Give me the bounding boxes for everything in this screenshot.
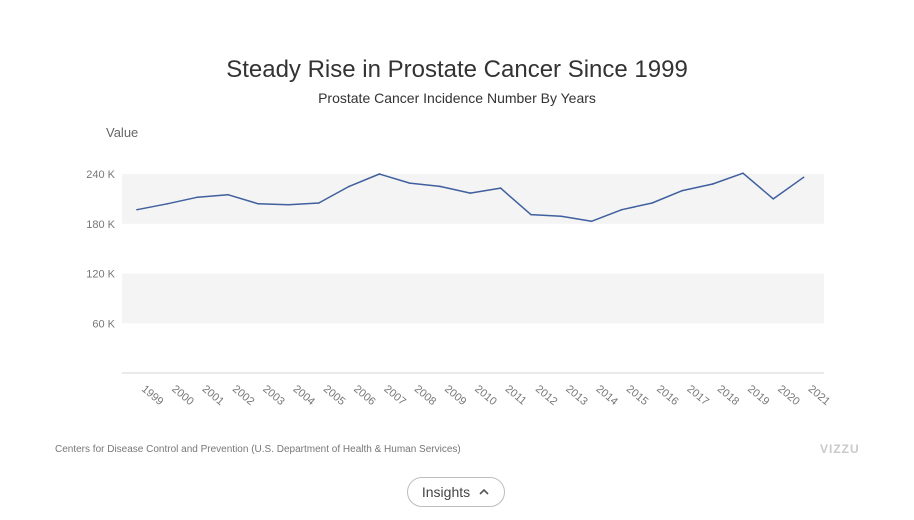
- y-tick-label: 240 K: [86, 169, 115, 181]
- x-tick-label: 2012: [533, 383, 559, 408]
- data-point: [318, 202, 320, 204]
- chevron-up-icon: [479, 488, 489, 495]
- data-point: [772, 198, 775, 200]
- vizzu-logo: VIZZU: [820, 442, 860, 456]
- x-tick-label: 2005: [321, 383, 347, 408]
- x-tick-label: 2009: [442, 383, 468, 408]
- x-tick-label: 2014: [594, 383, 620, 408]
- data-point: [469, 192, 472, 194]
- x-tick-label: 2000: [169, 383, 195, 408]
- grid-band: [122, 174, 824, 224]
- data-point: [136, 208, 138, 211]
- x-tick-label: 2017: [684, 383, 710, 408]
- x-tick-label: 2020: [775, 383, 801, 408]
- data-point: [499, 187, 502, 189]
- x-tick-label: 1999: [139, 383, 165, 408]
- x-tick-label: 2019: [745, 383, 771, 408]
- data-point: [196, 196, 199, 199]
- data-point: [378, 173, 381, 175]
- source-note: Centers for Disease Control and Preventi…: [55, 444, 461, 455]
- x-tick-label: 2011: [503, 383, 529, 407]
- data-point: [166, 203, 169, 205]
- data-point: [408, 182, 411, 184]
- data-point: [651, 202, 653, 204]
- x-tick-label: 2006: [351, 383, 377, 408]
- data-point: [590, 220, 593, 223]
- data-point: [621, 208, 623, 211]
- y-tick-label: 120 K: [86, 269, 115, 281]
- data-point: [742, 172, 744, 174]
- x-tick-label: 2004: [291, 383, 317, 408]
- x-tick-label: 2008: [412, 383, 438, 408]
- data-point: [287, 203, 290, 206]
- x-tick-label: 2007: [381, 383, 407, 408]
- x-tick-label: 2003: [260, 383, 286, 408]
- data-point: [227, 193, 229, 196]
- insights-button[interactable]: Insights: [407, 477, 505, 507]
- y-tick-label: 180 K: [86, 219, 115, 231]
- data-point: [560, 215, 562, 218]
- x-tick-label: 2021: [806, 383, 832, 408]
- insights-button-label: Insights: [421, 484, 471, 500]
- data-point: [802, 176, 805, 179]
- data-point: [711, 183, 714, 185]
- y-axis-title: Value: [106, 125, 139, 140]
- x-tick-label: 2018: [715, 383, 741, 408]
- chart-subtitle: Prostate Cancer Incidence Number By Year…: [318, 90, 596, 106]
- x-tick-label: 2001: [200, 383, 226, 408]
- data-point: [439, 185, 441, 188]
- x-tick-label: 2015: [624, 383, 650, 408]
- grid-band: [122, 273, 824, 324]
- data-point: [348, 185, 350, 188]
- x-tick-label: 2002: [230, 383, 256, 408]
- x-tick-label: 2010: [472, 383, 498, 408]
- x-tick-label: 2016: [654, 383, 680, 408]
- data-point: [681, 189, 684, 192]
- data-point: [530, 213, 532, 216]
- y-tick-label: 60 K: [92, 318, 115, 330]
- data-point: [257, 203, 260, 205]
- x-tick-label: 2013: [563, 383, 589, 408]
- chart-title: Steady Rise in Prostate Cancer Since 199…: [226, 56, 688, 83]
